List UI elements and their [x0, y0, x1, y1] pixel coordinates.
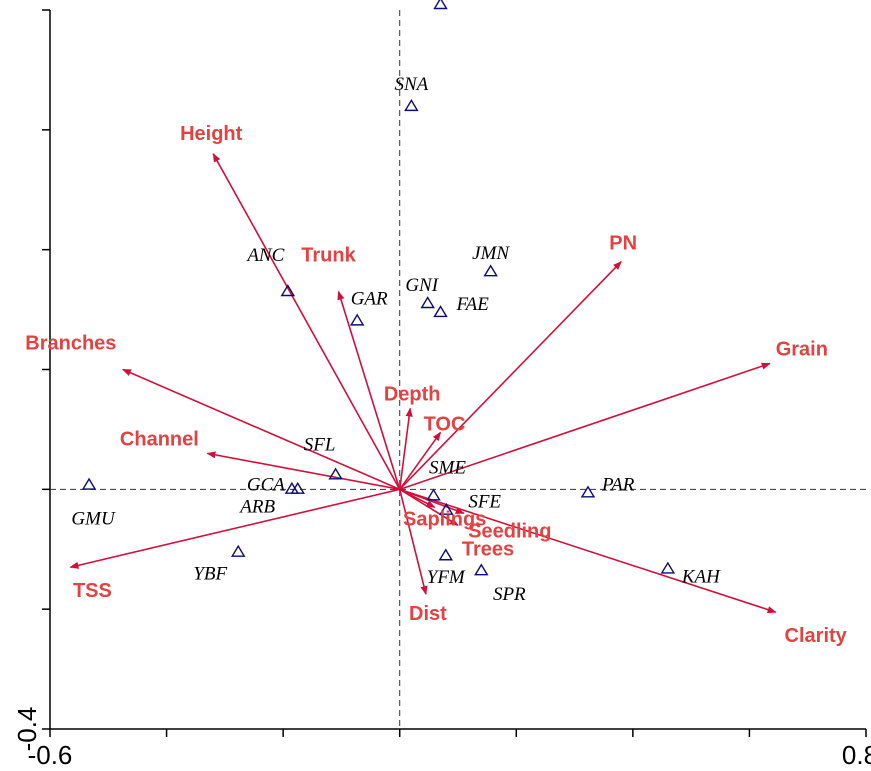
vector-label: Trees: [462, 538, 514, 560]
site-group: [81, 0, 676, 576]
x-tick-label: -0.6: [28, 740, 73, 770]
site-marker: [660, 561, 676, 574]
site-label: GMU: [71, 509, 116, 530]
vector-label: PN: [609, 233, 637, 255]
vector-label: Trunk: [301, 245, 356, 267]
vector-arrow: [337, 290, 401, 490]
vector-arrow: [399, 431, 442, 490]
site-marker: [426, 488, 441, 501]
vector-label: Height: [180, 123, 243, 145]
vector-arrow: [69, 488, 400, 569]
site-label: YFM: [427, 567, 466, 588]
vector-label: TOC: [424, 413, 466, 435]
site-label: YBF: [193, 564, 227, 585]
site-label: SNA: [394, 74, 428, 95]
vector-arrow: [399, 488, 465, 515]
site-marker: [580, 485, 596, 498]
vector-label: Saplings: [403, 508, 486, 530]
vector-arrow: [398, 489, 428, 596]
vector-label: Branches: [25, 333, 116, 355]
site-marker: [231, 544, 246, 557]
site-marker: [433, 305, 448, 318]
vector-arrow: [399, 261, 622, 490]
vector-label: Depth: [384, 383, 441, 405]
site-label: GNI: [405, 275, 439, 296]
vector-label: Grain: [776, 339, 828, 361]
x-tick-label: 0.8: [842, 740, 871, 770]
site-marker: [290, 481, 305, 494]
site-marker: [404, 99, 419, 112]
vector-label: Dist: [409, 603, 447, 625]
vector-group: [69, 153, 777, 614]
axes-group: -0.6 0.8 -0.4: [12, 9, 871, 770]
site-marker: [420, 296, 435, 309]
site-marker: [328, 467, 343, 480]
site-label: ANC: [245, 245, 284, 266]
vector-label: Clarity: [785, 625, 848, 647]
vector-label: Seedling: [468, 520, 551, 542]
site-label: GAR: [351, 288, 388, 309]
site-marker: [81, 477, 97, 490]
vector-label: Channel: [120, 428, 199, 450]
site-label: SPR: [493, 584, 526, 605]
vector-arrow: [206, 451, 400, 491]
site-marker: [438, 548, 453, 561]
site-label: JMN: [472, 243, 510, 264]
label-group: Height Trunk Branches Channel TSS Depth TOC PN G…: [25, 74, 847, 647]
site-label: GCA: [247, 475, 285, 496]
site-label: SFE: [468, 492, 501, 513]
vector-arrow: [398, 407, 413, 490]
site-marker: [433, 0, 448, 10]
site-label: PAR: [601, 474, 635, 495]
site-marker: [349, 313, 365, 326]
site-label: FAE: [456, 294, 490, 315]
vector-arrow: [212, 153, 401, 490]
site-label: SFL: [304, 434, 336, 455]
site-label: SME: [429, 457, 466, 478]
vector-arrow: [122, 368, 401, 491]
site-label: KAH: [681, 566, 721, 587]
vector-label: TSS: [73, 580, 112, 602]
y-tick-label: -0.4: [12, 707, 42, 752]
site-marker: [483, 264, 498, 277]
vector-arrow: [399, 362, 771, 491]
vector-arrow: [399, 488, 459, 526]
site-marker: [280, 284, 296, 297]
site-marker: [474, 563, 489, 576]
site-label: ARB: [238, 497, 275, 518]
site-marker: [439, 502, 454, 515]
